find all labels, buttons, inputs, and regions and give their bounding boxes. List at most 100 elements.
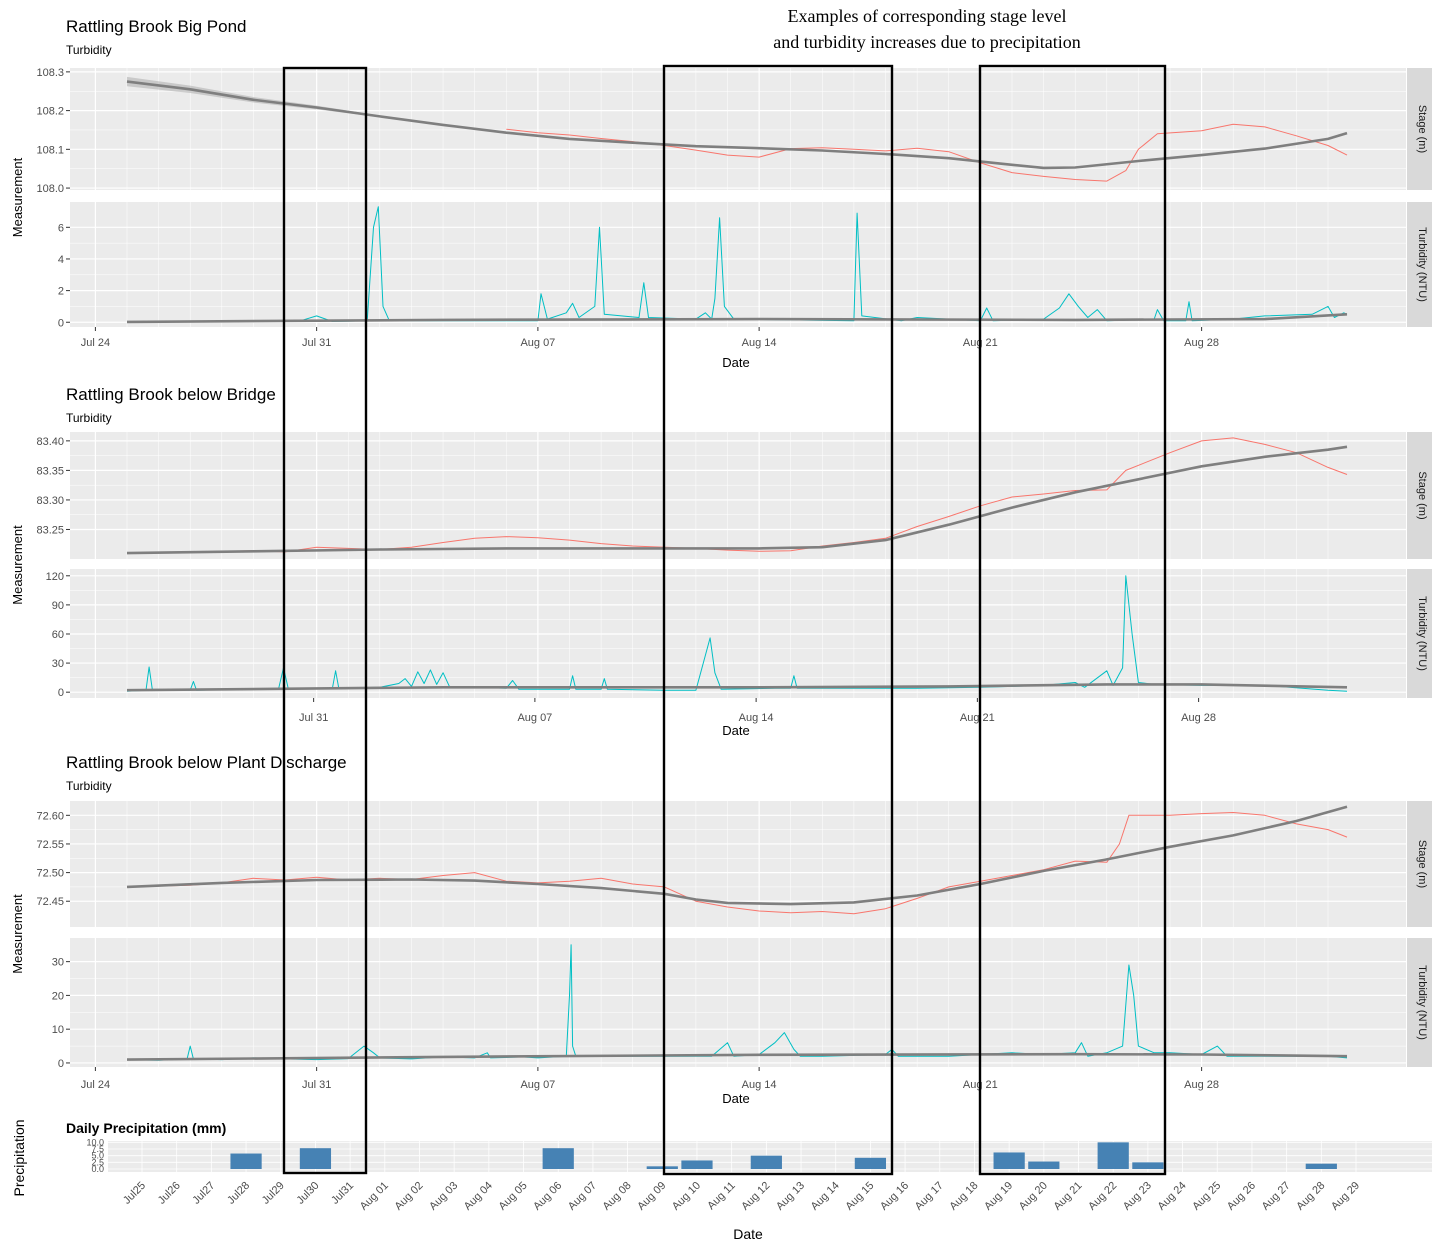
precip-bar [299,1148,332,1169]
precip-x-tick: Aug 24 [1156,1180,1189,1213]
precip-bar [542,1148,574,1169]
precip-bar [1132,1162,1164,1169]
y-tick-label: 72.60 [36,810,64,822]
precip-y-tick: 0.0 [91,1164,104,1174]
precip-x-tick: Aug 28 [1294,1180,1327,1213]
facet-strip [1407,202,1432,327]
precip-x-tick: Aug 23 [1121,1180,1154,1213]
y-axis-title: Measurement [10,894,25,974]
facet-strip-label: Turbidity (NTU) [1416,227,1428,302]
precip-x-tick: Aug 19 [982,1180,1015,1213]
trend-line [126,80,1348,170]
precip-bar [230,1153,262,1169]
panel-background [70,432,1406,559]
precip-x-tick: Aug 18 [947,1180,980,1213]
precip-x-tick: Aug 25 [1190,1180,1223,1213]
facet-turbidity: 0 30 60 90 120 Turbidity (NTU) [46,569,1432,699]
precip-bar [646,1166,678,1169]
panel-background [70,938,1406,1067]
x-tick-label: Aug 07 [520,337,555,349]
precip-x-tick: Jul30 [294,1180,321,1207]
precip-x-tick: Aug 01 [358,1180,391,1213]
facet-turbidity: 0 2 4 6 Turbidity (NTU) [58,202,1432,329]
facet-stage: 108.0 108.1 108.2 108.3 Stage (m) [36,67,1432,195]
precip-x-tick: Aug 20 [1017,1180,1050,1213]
facet-strip [1407,569,1432,698]
precip-x-tick: Jul25 [121,1180,148,1207]
y-tick-label: 0 [58,687,64,699]
y-tick-label: 2 [58,286,64,298]
x-tick-label: Aug 07 [520,1079,555,1091]
precip-x-tick: Jul29 [260,1180,287,1207]
x-tick-label: Aug 07 [517,712,552,724]
panel-background [70,801,1406,927]
chart-title: Rattling Brook below Plant Discharge [66,753,347,772]
precip-bar [681,1160,713,1169]
precip-title: Daily Precipitation (mm) [66,1120,226,1136]
precip-x-tick: Aug 26 [1225,1180,1258,1213]
precip-x-tick: Jul26 [156,1180,183,1207]
y-tick-label: 108.1 [36,144,64,156]
precip-x-tick: Aug 09 [635,1180,668,1213]
precip-x-tick: Aug 08 [601,1180,634,1213]
precip-bar [1097,1142,1129,1169]
facet-strip-label: Turbidity (NTU) [1416,596,1428,671]
precip-bar [750,1155,782,1169]
y-tick-label: 4 [58,254,64,266]
precip-bar [854,1157,887,1169]
x-tick-label: Jul 24 [81,337,110,349]
precip-x-tick: Aug 17 [913,1180,946,1213]
x-axis-title: Date [722,355,749,370]
precip-x-tick: Aug 21 [1051,1180,1084,1213]
x-tick-label: Aug 28 [1181,712,1216,724]
x-tick-label: Jul 31 [302,1079,331,1091]
y-tick-label: 83.25 [36,524,64,536]
y-tick-label: 83.30 [36,495,64,507]
trend-line [126,683,1348,692]
precip-y-tick: 10.0 [86,1137,104,1147]
precip-x-tick: Aug 29 [1329,1180,1362,1213]
highlight-box-2 [662,64,894,1176]
precip-bar [1028,1161,1060,1169]
y-tick-label: 30 [52,957,64,969]
annotation-line-2: and turbidity increases due to precipita… [773,32,1080,52]
precip-x-tick: Aug 14 [809,1180,842,1213]
y-tick-label: 72.45 [36,896,64,908]
x-tick-label: Aug 14 [742,1079,777,1091]
facet-stage: 72.45 72.50 72.55 72.60 Stage (m) [36,801,1432,927]
facet-strip [1407,801,1432,927]
precip-bar [993,1152,1025,1169]
precip-x-tick: Jul31 [329,1180,356,1207]
chart-subtitle: Turbidity [66,779,112,793]
x-axis-title: Date [722,723,749,738]
y-tick-label: 90 [52,600,64,612]
y-tick-label: 83.40 [36,436,64,448]
y-tick-label: 108.2 [36,106,64,118]
chart-title: Rattling Brook Big Pond [66,17,247,36]
x-tick-label: Jul 31 [302,337,331,349]
trend-line [126,1052,1348,1061]
y-tick-label: 30 [52,658,64,670]
highlight-box-1 [282,66,368,1175]
x-tick-label: Aug 14 [739,712,774,724]
y-tick-label: 83.35 [36,465,64,477]
precipitation-chart: Daily Precipitation (mm) 0.02.55.07.510.0… [11,1119,1440,1242]
facet-strip-label: Stage (m) [1416,105,1428,153]
precip-y-tick: 2.5 [91,1157,104,1167]
y-tick-label: 120 [46,571,64,583]
precip-x-tick: Aug 12 [739,1180,772,1213]
x-tick-label: Aug 28 [1184,337,1219,349]
x-tick-label: Aug 14 [742,337,777,349]
x-tick-label: Aug 21 [960,712,995,724]
annotation-line-1: Examples of corresponding stage level [788,6,1067,26]
precip-x-tick: Aug 27 [1260,1180,1293,1213]
y-tick-label: 0 [58,1058,64,1070]
precip-x-tick: Aug 04 [462,1180,495,1213]
y-tick-label: 60 [52,629,64,641]
precip-x-tick: Aug 22 [1086,1180,1119,1213]
precip-x-tick: Aug 15 [843,1180,876,1213]
facet-strip-label: Turbidity (NTU) [1416,965,1428,1040]
facet-strip-label: Stage (m) [1416,840,1428,888]
panel-background [70,68,1406,190]
chart-subtitle: Turbidity [66,411,112,425]
